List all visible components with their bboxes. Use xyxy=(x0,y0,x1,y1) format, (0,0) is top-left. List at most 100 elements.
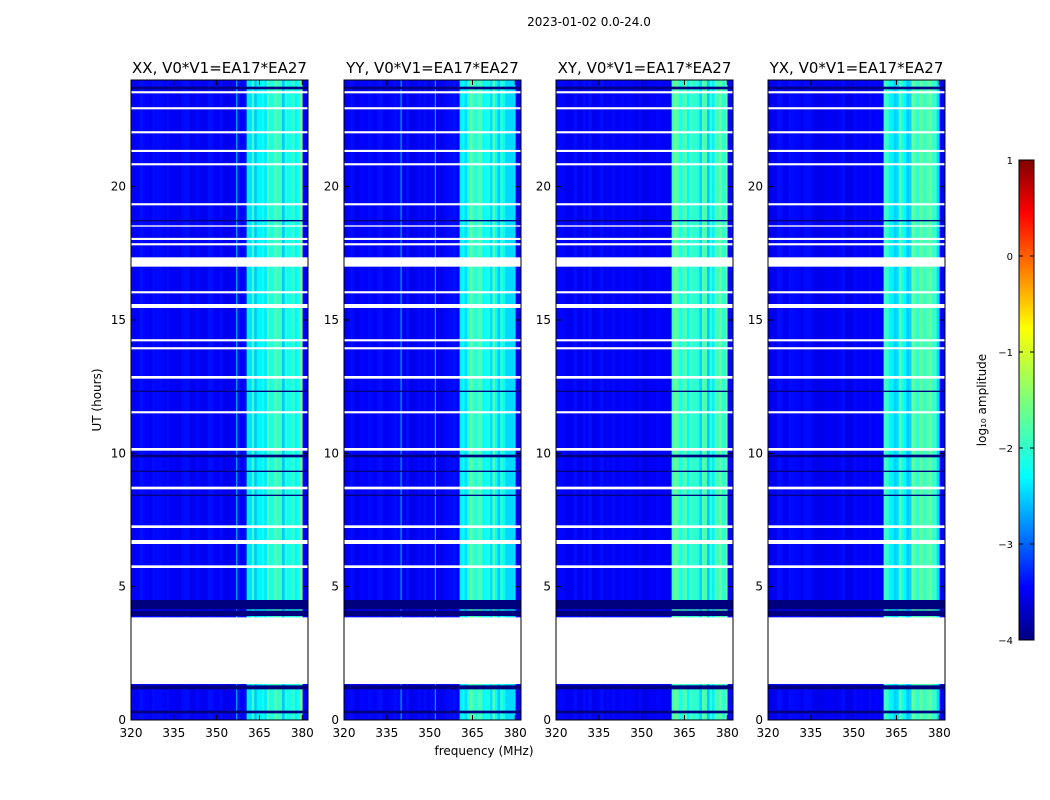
flagged-row xyxy=(556,237,733,240)
flagged-row xyxy=(556,203,733,206)
heatmap-column xyxy=(791,80,796,720)
flagged-row xyxy=(768,617,945,684)
rfi-band-strip xyxy=(886,80,889,720)
heatmap-column xyxy=(394,80,398,720)
flagged-row xyxy=(131,448,308,451)
heatmap-column xyxy=(379,80,383,720)
heatmap-column xyxy=(871,80,875,720)
low-amplitude-row xyxy=(131,220,308,222)
rfi-band-strip xyxy=(477,80,481,720)
flagged-row xyxy=(768,243,945,246)
y-tick-label: 20 xyxy=(748,180,763,194)
y-tick-label: 15 xyxy=(324,313,339,327)
rfi-band-strip xyxy=(898,80,902,720)
low-amplitude-row xyxy=(131,454,308,458)
low-amplitude-row xyxy=(556,86,733,90)
heatmap-column xyxy=(880,80,884,720)
low-amplitude-row xyxy=(768,600,945,610)
flagged-row xyxy=(768,149,945,152)
heatmap-column xyxy=(187,80,191,720)
panel-frame xyxy=(767,79,946,721)
rfi-band-strip xyxy=(701,80,705,720)
heatmap-column xyxy=(426,80,431,720)
flagged-row xyxy=(131,525,308,528)
panel-frame xyxy=(343,79,522,721)
heatmap-column xyxy=(626,80,631,720)
heatmap-column xyxy=(856,80,860,720)
flagged-row xyxy=(556,257,733,267)
low-amplitude-row xyxy=(556,685,733,690)
rfi-band-strip xyxy=(254,80,258,720)
low-amplitude-row xyxy=(768,390,945,392)
flagged-row xyxy=(768,411,945,414)
rfi-band-strip xyxy=(924,80,927,720)
rfi-band-strip xyxy=(689,80,693,720)
x-tick-label: 350 xyxy=(418,726,441,740)
rfi-band-strip xyxy=(911,80,915,720)
rfi-band-strip xyxy=(287,80,290,720)
y-tick-label: 0 xyxy=(331,713,339,727)
heatmap-column xyxy=(210,80,215,720)
heatmap-column xyxy=(730,80,734,720)
x-tick-label: 365 xyxy=(461,726,484,740)
y-tick-label: 20 xyxy=(111,180,126,194)
colorbar: log₁₀ amplitude 1 0 −1 −2 −3 −4 xyxy=(975,156,1035,647)
low-amplitude-row xyxy=(131,390,308,392)
rfi-band-strip xyxy=(464,80,468,720)
rfi-band-strip xyxy=(704,80,708,720)
heatmap-column xyxy=(184,80,188,720)
low-amplitude-row xyxy=(344,600,521,610)
heatmap-column xyxy=(800,80,804,720)
flagged-row xyxy=(344,203,521,206)
heatmap-column xyxy=(160,80,164,720)
heatmap-column xyxy=(195,80,200,720)
heatmap-column xyxy=(302,80,306,720)
flagged-row xyxy=(131,339,308,342)
heatmap-column xyxy=(139,80,144,720)
heatmap-column xyxy=(453,80,457,720)
low-amplitude-row xyxy=(131,600,308,610)
low-amplitude-row xyxy=(344,610,521,616)
heatmap-column xyxy=(136,80,141,720)
rfi-band-strip xyxy=(284,80,288,720)
heatmap-column xyxy=(612,80,616,720)
rfi-band-strip xyxy=(888,80,892,720)
flagged-row xyxy=(768,91,945,94)
flagged-row xyxy=(131,107,308,110)
low-amplitude-row xyxy=(768,220,945,222)
flagged-row xyxy=(556,163,733,166)
flagged-row xyxy=(131,91,308,94)
rfi-band-strip xyxy=(487,80,491,720)
flagged-row xyxy=(131,149,308,152)
rfi-band-strip xyxy=(489,80,493,720)
heatmap-column xyxy=(641,80,645,720)
low-amplitude-row xyxy=(131,470,308,472)
heatmap-column xyxy=(192,80,197,720)
low-amplitude-row xyxy=(344,454,521,458)
flagged-row xyxy=(768,131,945,134)
rfi-band-strip xyxy=(719,80,723,720)
heatmap-column xyxy=(515,80,519,720)
heatmap-column xyxy=(400,80,404,720)
flagged-row xyxy=(556,304,733,308)
flagged-row xyxy=(768,304,945,308)
heatmap-column xyxy=(163,80,167,720)
flagged-row xyxy=(344,243,521,246)
heatmap-column xyxy=(853,80,857,720)
flagged-row xyxy=(131,257,308,267)
low-amplitude-row xyxy=(768,610,945,616)
heatmap-column xyxy=(305,80,309,720)
heatmap-column xyxy=(665,80,669,720)
heatmap-column xyxy=(172,80,176,720)
rfi-band-strip xyxy=(282,80,285,720)
heatmap-column xyxy=(417,80,422,720)
rfi-band-strip xyxy=(681,80,685,720)
panel-1: YY, V0*V1=EA17*EA27 320 335 350 365 380 0 5 10 15… xyxy=(324,59,527,740)
low-amplitude-row xyxy=(131,710,308,714)
heatmap-column xyxy=(788,80,793,720)
rfi-band-strip xyxy=(883,80,887,720)
heatmap-column xyxy=(727,80,731,720)
flagged-row xyxy=(768,163,945,166)
heatmap-column xyxy=(178,80,182,720)
